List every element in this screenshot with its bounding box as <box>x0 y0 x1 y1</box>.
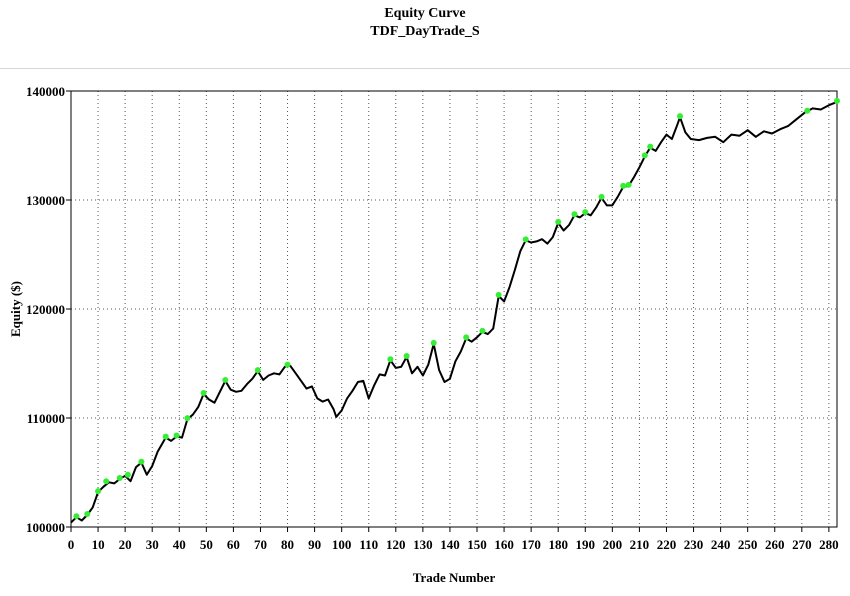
new-high-marker <box>495 291 502 298</box>
new-high-marker <box>184 415 191 422</box>
x-tick-label: 30 <box>146 537 159 552</box>
x-tick-label: 10 <box>92 537 105 552</box>
new-high-marker <box>430 339 437 346</box>
x-tick-label: 190 <box>576 537 596 552</box>
chart-subtitle: TDF_DayTrade_S <box>370 24 480 39</box>
new-high-marker <box>403 352 410 359</box>
new-high-marker <box>620 182 627 189</box>
new-high-marker <box>200 390 207 397</box>
x-tick-label: 230 <box>684 537 704 552</box>
equity-line <box>70 100 838 524</box>
x-tick-label: 60 <box>227 537 240 552</box>
x-tick-label: 80 <box>281 537 294 552</box>
new-high-marker <box>463 334 470 341</box>
new-high-marker <box>138 458 145 465</box>
new-high-markers <box>73 97 840 520</box>
new-high-marker <box>84 511 91 518</box>
x-tick-label: 240 <box>711 537 731 552</box>
new-high-marker <box>834 97 840 104</box>
x-tick-label: 90 <box>308 537 321 552</box>
x-tick-label: 50 <box>200 537 213 552</box>
x-tick-label: 280 <box>819 537 839 552</box>
new-high-marker <box>647 143 654 150</box>
x-tick-label: 170 <box>521 537 541 552</box>
header-divider <box>0 68 850 69</box>
new-high-marker <box>222 376 229 383</box>
new-high-marker <box>641 152 648 159</box>
x-tick-label: 20 <box>119 537 132 552</box>
new-high-marker <box>555 218 562 225</box>
x-tick-label: 140 <box>440 537 460 552</box>
x-tick-label: 40 <box>173 537 186 552</box>
new-high-marker <box>284 361 291 368</box>
x-tick-label: 210 <box>630 537 650 552</box>
y-tick-label: 120000 <box>26 302 65 317</box>
new-high-marker <box>582 209 589 216</box>
x-tick-label: 260 <box>765 537 785 552</box>
new-high-marker <box>479 327 486 334</box>
new-high-marker <box>116 475 123 482</box>
new-high-marker <box>173 432 180 439</box>
x-tick-label: 70 <box>254 537 267 552</box>
chart-title: Equity Curve <box>384 6 466 21</box>
new-high-marker <box>124 471 131 478</box>
plot-frame <box>70 90 838 528</box>
new-high-marker <box>571 211 578 218</box>
x-tick-label: 180 <box>548 537 568 552</box>
x-axis-ticks: 0 10 20 30 40 50 60 70 80 90 100 110 120 130 140 150 160… <box>68 527 839 552</box>
x-tick-label: 270 <box>792 537 812 552</box>
y-tick-label: 100000 <box>26 520 65 535</box>
y-tick-label: 130000 <box>26 193 65 208</box>
y-tick-label: 110000 <box>27 411 65 426</box>
new-high-marker <box>522 236 529 243</box>
grid-lines <box>71 91 837 527</box>
y-axis-label: Equity ($) <box>8 281 23 337</box>
x-tick-label: 130 <box>413 537 433 552</box>
new-high-marker <box>95 488 102 495</box>
x-tick-label: 120 <box>386 537 406 552</box>
x-tick-label: 0 <box>68 537 75 552</box>
x-tick-label: 100 <box>332 537 352 552</box>
y-tick-label: 140000 <box>26 84 65 99</box>
x-tick-label: 150 <box>467 537 487 552</box>
new-high-marker <box>677 113 684 120</box>
new-high-marker <box>162 433 169 440</box>
x-tick-label: 160 <box>494 537 514 552</box>
x-tick-label: 220 <box>657 537 677 552</box>
new-high-marker <box>625 181 632 188</box>
new-high-marker <box>598 193 605 200</box>
new-high-marker <box>254 367 261 374</box>
new-high-marker <box>387 356 394 363</box>
new-high-marker <box>804 107 811 114</box>
x-axis-label: Trade Number <box>413 570 496 585</box>
new-high-marker <box>103 478 110 485</box>
x-tick-label: 110 <box>359 537 378 552</box>
x-tick-label: 250 <box>738 537 758 552</box>
new-high-marker <box>73 513 80 520</box>
x-tick-label: 200 <box>603 537 623 552</box>
y-axis-ticks: 100000 110000 120000 130000 140000 <box>26 84 71 535</box>
